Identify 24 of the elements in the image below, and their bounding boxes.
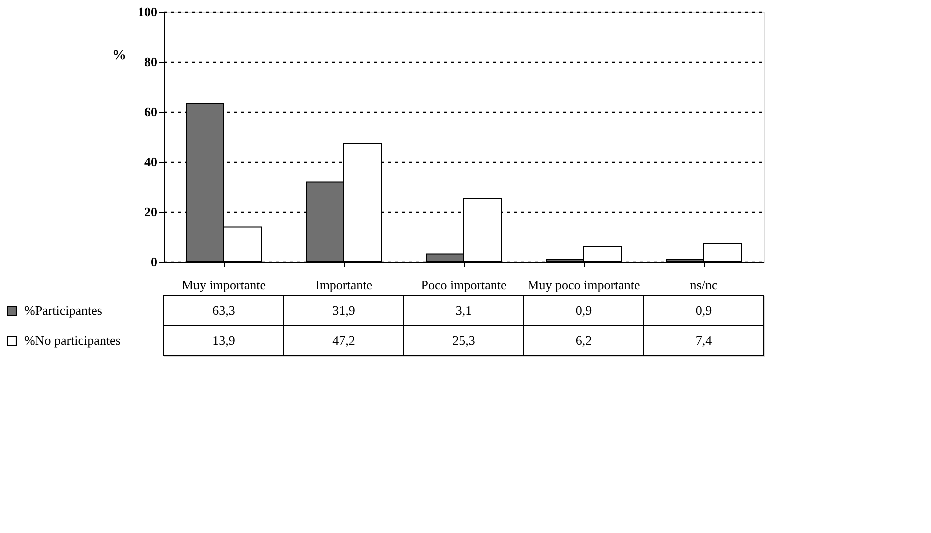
legend-label: %Participantes bbox=[24, 303, 102, 318]
x-tick-label: Poco importante bbox=[421, 278, 508, 292]
data-label: 25,3 bbox=[452, 333, 476, 348]
data-label: 6,2 bbox=[576, 333, 592, 348]
y-tick-label: 0 bbox=[151, 254, 158, 270]
data-label: 13,9 bbox=[212, 333, 236, 348]
y-axis-title: % bbox=[112, 48, 126, 64]
x-tick-label: Muy importante bbox=[182, 278, 266, 292]
y-tick-label: 40 bbox=[144, 154, 158, 170]
data-label: 0,9 bbox=[576, 303, 592, 318]
data-label: 7,4 bbox=[696, 333, 713, 348]
data-label: 63,3 bbox=[212, 303, 236, 318]
data-label: 0,9 bbox=[696, 303, 712, 318]
data-label: 31,9 bbox=[332, 303, 356, 318]
legend-label: %No participantes bbox=[24, 333, 121, 348]
y-tick-label: 80 bbox=[144, 54, 158, 70]
x-tick-label: ns/nc bbox=[690, 278, 718, 292]
x-tick-label: Importante bbox=[315, 278, 373, 292]
x-tick-label: Muy poco importante bbox=[528, 278, 641, 292]
y-tick-label: 60 bbox=[144, 104, 158, 120]
y-tick-label: 20 bbox=[144, 204, 158, 220]
y-tick-label: 100 bbox=[138, 4, 158, 20]
data-label: 47,2 bbox=[332, 333, 356, 348]
data-label: 3,1 bbox=[456, 303, 472, 318]
